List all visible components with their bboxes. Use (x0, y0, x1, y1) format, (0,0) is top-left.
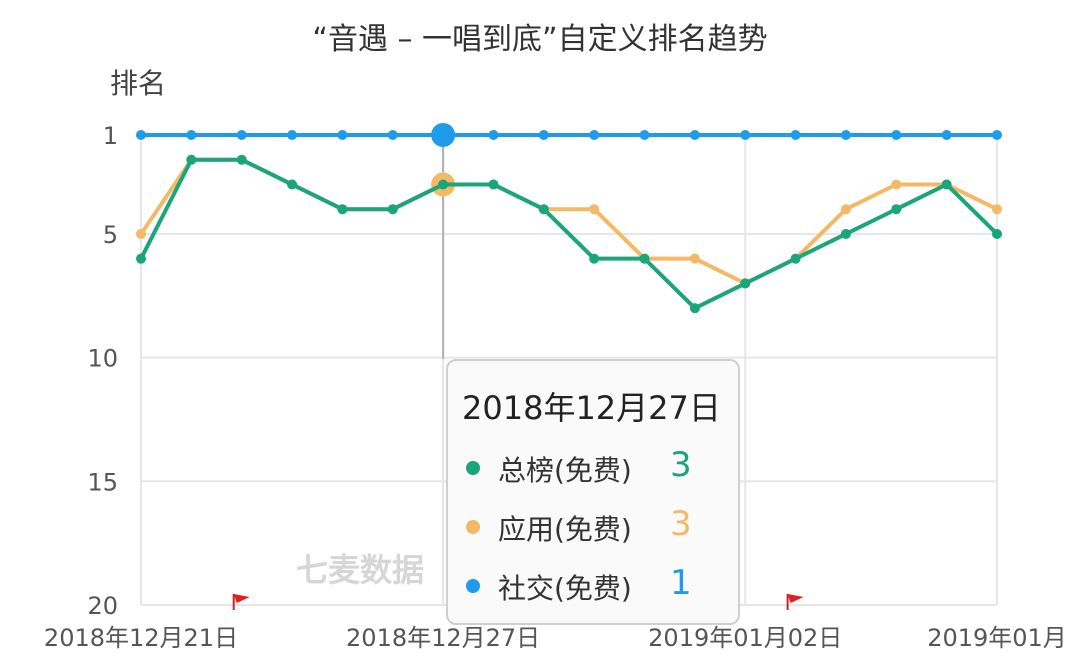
data-point[interactable] (992, 204, 1002, 215)
data-point[interactable] (689, 253, 700, 264)
y-tick-label: 1 (103, 122, 118, 150)
data-point[interactable] (136, 228, 146, 239)
y-tick-label: 20 (87, 592, 118, 620)
watermark: 七麦数据 (296, 551, 425, 589)
data-point[interactable] (790, 253, 801, 264)
data-point[interactable] (840, 130, 851, 140)
data-point[interactable] (488, 179, 499, 190)
data-point[interactable] (639, 253, 650, 264)
data-point[interactable] (589, 130, 600, 140)
event-flag-icon[interactable] (786, 594, 804, 610)
tooltip-dot-icon (466, 461, 480, 475)
data-point[interactable] (186, 154, 197, 165)
y-tick-label: 5 (103, 221, 118, 249)
data-point[interactable] (337, 204, 348, 215)
data-point[interactable] (891, 179, 902, 190)
data-point[interactable] (992, 130, 1002, 140)
y-tick-label: 10 (87, 345, 118, 373)
data-point[interactable] (689, 303, 700, 314)
data-point[interactable] (136, 130, 146, 140)
x-tick-label: 2018年12月21日 (44, 624, 238, 652)
tooltip-dot-icon (466, 520, 480, 534)
series-line (139, 157, 999, 311)
data-point[interactable] (287, 179, 298, 190)
data-point[interactable] (538, 204, 549, 215)
x-axis-ticks: 2018年12月21日 2018年12月27日 2019年01月02日 2019年01… (44, 624, 1067, 652)
x-tick-label: 2019年01月02日 (648, 624, 842, 652)
event-flag-icon[interactable] (232, 594, 250, 610)
data-point[interactable] (941, 179, 952, 190)
tooltip-dot-icon (466, 579, 480, 593)
x-tick-label: 2018年12月27日 (346, 624, 540, 652)
tooltip-row-social: 社交(免费) 1 (466, 563, 736, 605)
event-flags (232, 594, 804, 610)
data-point[interactable] (740, 278, 751, 289)
data-point[interactable] (740, 130, 751, 140)
tooltip-series-value: 3 (670, 445, 692, 485)
tooltip-series-value: 1 (670, 563, 692, 603)
data-point[interactable] (891, 204, 902, 215)
hover-point[interactable] (431, 123, 456, 147)
data-point[interactable] (538, 130, 549, 140)
data-point[interactable] (438, 179, 449, 190)
x-tick-label: 2019年01月 (927, 624, 1067, 652)
y-tick-label: 15 (87, 468, 118, 496)
data-point[interactable] (840, 228, 851, 239)
data-point[interactable] (387, 204, 398, 215)
data-point[interactable] (639, 130, 650, 140)
tooltip-series-value: 3 (670, 504, 692, 544)
series-lines (136, 123, 1002, 314)
chart-title: “音遇 – 一唱到底”自定义排名趋势 (312, 22, 768, 57)
data-point[interactable] (287, 130, 298, 140)
data-point[interactable] (589, 204, 600, 215)
tooltip-series-name: 社交(免费) (498, 572, 632, 605)
data-point[interactable] (236, 154, 247, 165)
tooltip-series-name: 总榜(免费) (498, 454, 632, 487)
data-point[interactable] (941, 130, 952, 140)
data-point[interactable] (488, 130, 499, 140)
tooltip-row-app: 应用(免费) 3 (466, 504, 736, 546)
series-0 (136, 154, 1002, 314)
data-point[interactable] (790, 130, 801, 140)
data-point[interactable] (136, 253, 146, 264)
tooltip-row-overall: 总榜(免费) 3 (466, 445, 736, 487)
data-point[interactable] (689, 130, 700, 140)
y-axis-label: 排名 (110, 67, 167, 100)
data-point[interactable] (186, 130, 197, 140)
data-point[interactable] (337, 130, 348, 140)
data-point[interactable] (236, 130, 247, 140)
tooltip-series-name: 应用(免费) (498, 513, 632, 546)
data-point[interactable] (589, 253, 600, 264)
data-point[interactable] (840, 204, 851, 215)
series-2 (136, 123, 1002, 147)
tooltip-date: 2018年12月27日 (462, 389, 721, 427)
data-point[interactable] (992, 228, 1002, 239)
data-point[interactable] (387, 130, 398, 140)
tooltip: 2018年12月27日 总榜(免费) 3 应用(免费) 3 社交(免费) 1 (446, 359, 740, 625)
data-point[interactable] (891, 130, 902, 140)
